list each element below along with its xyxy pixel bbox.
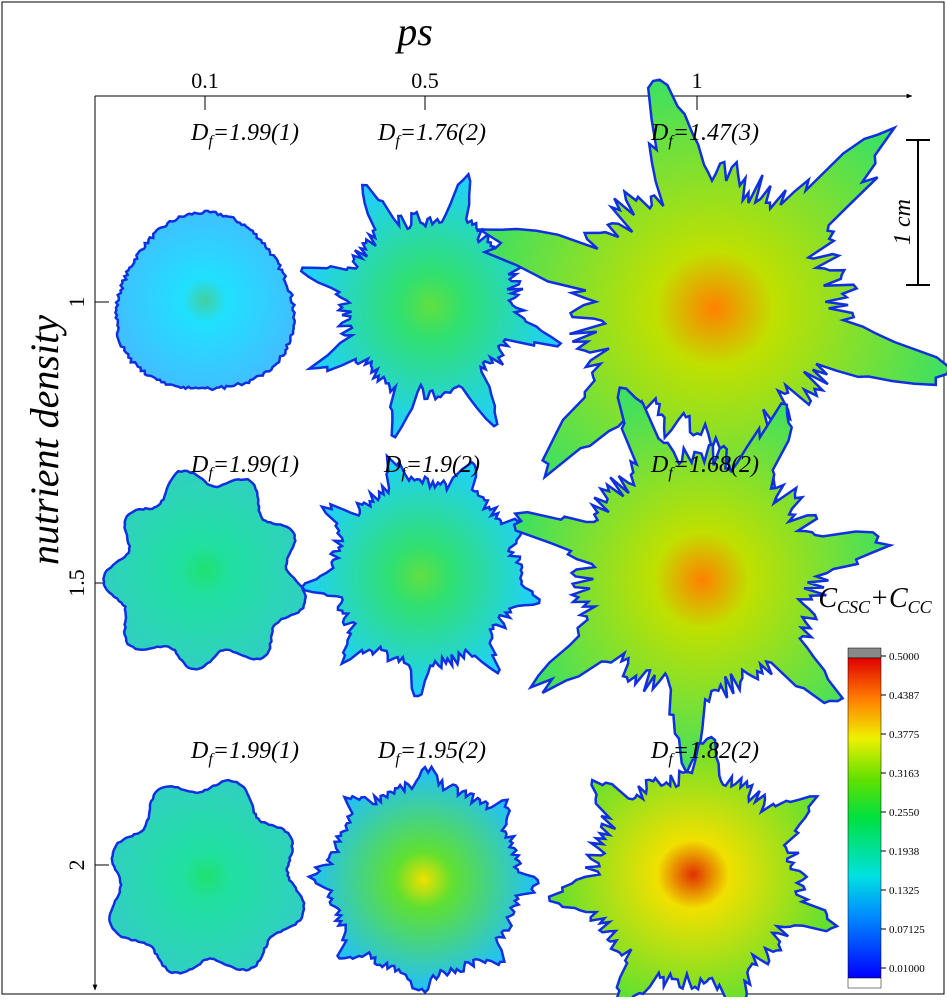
colorbar-title: CCSC+CCC — [818, 583, 932, 617]
cb-sym: +C — [870, 583, 908, 614]
df-label: Df=1.76(2) — [377, 120, 486, 150]
colony — [301, 174, 561, 437]
df-value: =1.99(1) — [213, 738, 299, 764]
colorbar-tick-label: 0.3775 — [889, 729, 920, 741]
cb-sym: C — [818, 583, 837, 614]
df-symbol: D — [377, 738, 395, 764]
df-label: Df=1.99(1) — [190, 120, 299, 150]
df-symbol: D — [383, 452, 401, 478]
colorbar-tick-label: 0.4387 — [889, 690, 920, 702]
df-value: =1.82(2) — [673, 738, 759, 764]
df-value: =1.68(2) — [673, 452, 759, 478]
df-symbol: D — [650, 452, 668, 478]
df-symbol: D — [190, 738, 208, 764]
colony — [302, 456, 540, 696]
df-label: Df=1.47(3) — [650, 120, 759, 150]
colony — [549, 737, 837, 997]
df-label: Df=1.9(2) — [383, 452, 480, 482]
colorbar-under — [848, 978, 881, 988]
x-axis-title: ps — [394, 9, 433, 54]
df-label: Df=1.68(2) — [650, 452, 759, 482]
df-value: =1.76(2) — [400, 120, 486, 146]
df-label: Df=1.99(1) — [190, 738, 299, 768]
x-tick-label: 0.5 — [411, 68, 439, 93]
y-tick-label: 1 — [64, 297, 89, 308]
df-symbol: D — [377, 120, 395, 146]
colorbar-over — [848, 648, 881, 658]
colony — [109, 780, 304, 973]
colony — [103, 471, 305, 670]
df-symbol: D — [650, 120, 668, 146]
df-value: =1.47(3) — [673, 120, 759, 146]
cb-sub: CSC — [837, 597, 871, 617]
x-tick-label: 1 — [692, 68, 703, 93]
df-label: Df=1.82(2) — [650, 738, 759, 768]
colorbar-tick-label: 0.1938 — [889, 846, 920, 858]
colorbar-tick-label: 0.3163 — [889, 768, 920, 780]
df-label: Df=1.95(2) — [377, 738, 486, 768]
colorbar-tick-label: 0.01000 — [889, 963, 925, 975]
df-label: Df=1.99(1) — [190, 452, 299, 482]
colorbar-tick-label: 0.1325 — [889, 885, 920, 897]
x-tick-label: 0.1 — [191, 68, 219, 93]
colorbar-tick-label: 0.5000 — [889, 651, 920, 663]
colony — [115, 211, 294, 390]
df-symbol: D — [190, 120, 208, 146]
y-tick-label: 2 — [64, 860, 89, 871]
cb-sub: CC — [908, 597, 933, 617]
y-axis-title: nutrient density — [22, 315, 67, 565]
colony — [309, 767, 539, 993]
colorbar-tick-label: 0.07125 — [889, 924, 925, 936]
df-value: =1.9(2) — [406, 452, 480, 478]
df-symbol: D — [190, 452, 208, 478]
df-value: =1.99(1) — [213, 120, 299, 146]
df-symbol: D — [650, 738, 668, 764]
y-tick-label: 1.5 — [64, 569, 89, 597]
scale-bar-label: 1 cm — [890, 199, 916, 245]
df-value: =1.95(2) — [400, 738, 486, 764]
colorbar-tick-label: 0.2550 — [889, 807, 920, 819]
df-value: =1.99(1) — [213, 452, 299, 478]
colorbar — [848, 658, 881, 978]
